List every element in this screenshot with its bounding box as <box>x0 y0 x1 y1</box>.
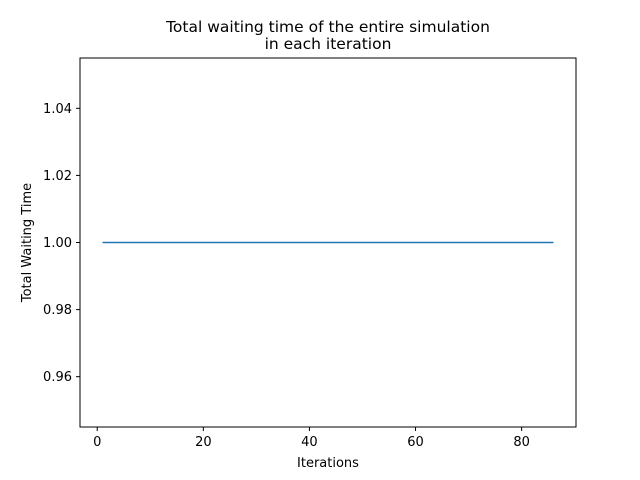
plot-area-frame <box>79 57 577 428</box>
x-tick-label: 20 <box>195 435 212 450</box>
x-tick-label: 60 <box>407 435 424 450</box>
y-tick-label: 1.02 <box>43 169 72 184</box>
x-tick-label: 80 <box>513 435 530 450</box>
y-tick-label: 1.00 <box>43 236 72 251</box>
y-axis-ticks: 0.96 0.98 1.00 1.02 1.04 <box>43 102 80 385</box>
x-tick-label: 40 <box>301 435 318 450</box>
y-axis-label: Total Waiting Time <box>20 183 35 303</box>
chart-title-line-2: in each iteration <box>265 35 392 53</box>
y-tick-label: 1.04 <box>43 102 72 117</box>
y-tick-label: 0.96 <box>43 370 72 385</box>
x-tick-label: 0 <box>93 435 101 450</box>
chart-title: Total waiting time of the entire simulat… <box>165 18 490 53</box>
chart-title-line-1: Total waiting time of the entire simulat… <box>165 18 490 36</box>
x-axis-label: Iterations <box>297 456 359 471</box>
y-tick-label: 0.98 <box>43 303 72 318</box>
x-axis-ticks: 0 20 40 60 80 <box>93 427 530 450</box>
